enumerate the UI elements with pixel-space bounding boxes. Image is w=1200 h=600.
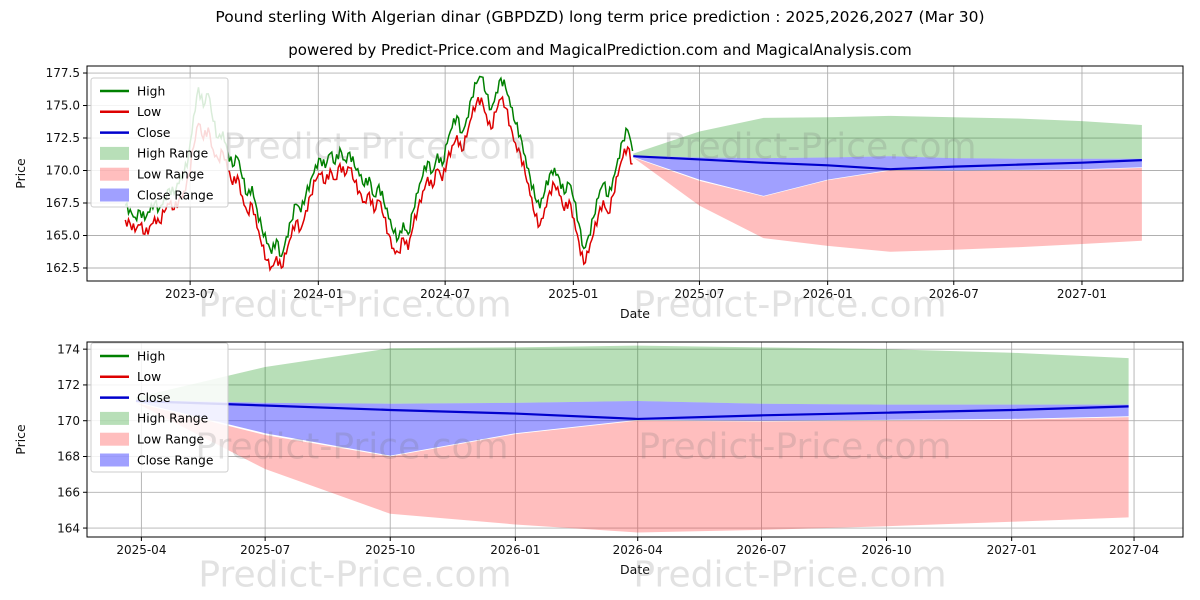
legend-close-range-sample [100, 188, 129, 202]
legend-label: Close Range [137, 453, 213, 467]
x-tick-label: 2026-07 [929, 287, 979, 301]
y-tick-label: 168 [57, 450, 80, 464]
low-range-band [135, 402, 1129, 533]
y-axis-label: Price [13, 424, 28, 455]
x-axis-label: Date [620, 562, 650, 577]
legend-high-range-sample [100, 146, 129, 160]
legend-label: Close [137, 126, 171, 140]
x-tick-label: 2027-01 [1057, 287, 1107, 301]
axes-frame [86, 65, 1184, 282]
close-line [135, 399, 1129, 421]
y-tick-label: 166 [57, 485, 80, 499]
high-range-band [135, 345, 1129, 405]
y-tick-label: 165.0 [46, 229, 80, 243]
legend-box [90, 77, 229, 208]
legend-low-range-sample [100, 167, 129, 181]
x-tick-label: 2026-07 [736, 543, 786, 557]
x-tick-label: 2026-01 [490, 543, 540, 557]
legend-high-range-sample [100, 411, 129, 425]
legend-label: Low Range [137, 433, 204, 447]
x-tick-label: 2026-04 [613, 543, 663, 557]
y-tick-label: 170 [57, 414, 80, 428]
y-tick-label: 175.0 [46, 99, 80, 113]
y-tick-label: 162.5 [46, 261, 80, 275]
x-tick-label: 2025-10 [365, 543, 415, 557]
y-tick-label: 172.5 [46, 131, 80, 145]
legend-label: High [137, 84, 165, 98]
legend-label: Low Range [137, 168, 204, 182]
y-tick-label: 170.0 [46, 164, 80, 178]
history-and-forecast-chart: 177.5 175.0 172.5 170.0 167.5 165.0 162.5 2023-… [13, 65, 1184, 321]
legend-label: Low [137, 370, 161, 384]
chart-title: Pound sterling With Algerian dinar (GBPD… [215, 8, 985, 26]
x-tick-label: 2026-01 [803, 287, 853, 301]
legend: High Low Close High Range Low Range Close Ran… [90, 77, 229, 208]
x-tick-label: 2026-10 [861, 543, 911, 557]
y-tick-label: 174 [57, 342, 80, 356]
x-tick-label: 2027-04 [1109, 543, 1159, 557]
plot-background [87, 66, 1183, 281]
x-tick-label: 2023-07 [165, 287, 215, 301]
y-tick-label: 167.5 [46, 196, 80, 210]
low-range-band [633, 157, 1142, 252]
x-tick-label: 2025-07 [240, 543, 290, 557]
x-axis-label: Date [620, 306, 650, 321]
legend: High Low Close High Range Low Range Close Ran… [90, 342, 229, 473]
legend-label: High Range [137, 147, 208, 161]
legend-box [90, 342, 229, 473]
y-tick-label: 164 [57, 521, 80, 535]
close-range-band [135, 400, 1129, 456]
legend-low-range-sample [100, 432, 129, 446]
plot-background [87, 342, 1183, 537]
chart-subtitle: powered by Predict-Price.com and Magical… [288, 41, 912, 59]
close-line [633, 155, 1142, 171]
x-tick-label: 2024-01 [293, 287, 343, 301]
x-tick-label: 2024-07 [420, 287, 470, 301]
y-axis-label: Price [13, 158, 28, 189]
legend-label: High Range [137, 412, 208, 426]
x-tick-label: 2027-01 [987, 543, 1037, 557]
x-tick-label: 2025-07 [674, 287, 724, 301]
legend-label: Close Range [137, 188, 213, 202]
x-tick-label: 2025-04 [116, 543, 166, 557]
axes-frame [86, 341, 1184, 538]
y-tick-label: 172 [57, 378, 80, 392]
y-tick-label: 177.5 [46, 66, 80, 80]
high-range-band [633, 115, 1142, 159]
x-tick-label: 2025-01 [548, 287, 598, 301]
legend-close-range-sample [100, 453, 129, 467]
legend-label: Close [137, 391, 171, 405]
legend-label: High [137, 349, 165, 363]
legend-label: Low [137, 105, 161, 119]
forecast-detail-chart: 174 172 170 168 166 164 2025-04 2025-07 2025-10 2… [13, 341, 1184, 577]
